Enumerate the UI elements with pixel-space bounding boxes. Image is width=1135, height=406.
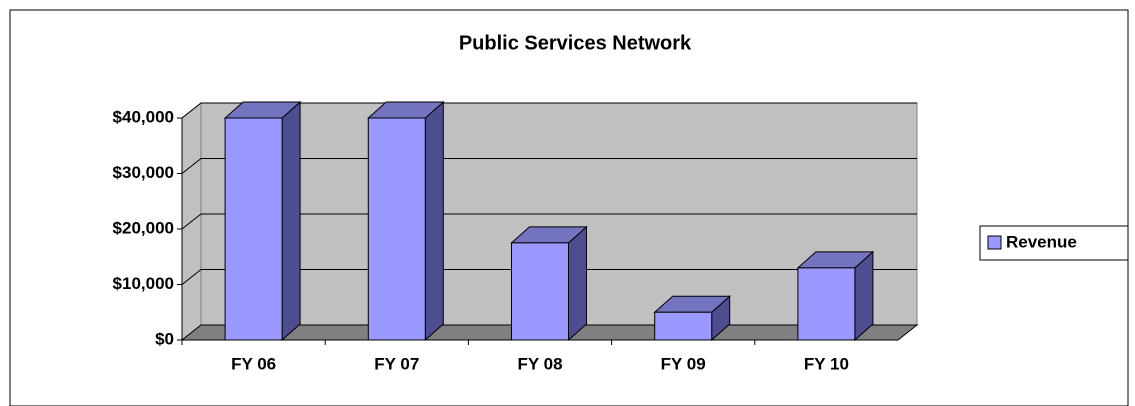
chart-title: Public Services Network <box>459 32 692 54</box>
x-tick-label: FY 09 <box>661 354 706 373</box>
x-tick-label: FY 10 <box>804 354 849 373</box>
y-tick-label: $20,000 <box>113 218 174 237</box>
bar-front <box>367 117 426 341</box>
bar <box>796 250 875 342</box>
x-tick-label: FY 07 <box>374 354 419 373</box>
legend-box <box>979 225 1129 261</box>
y-tick-label: $10,000 <box>113 274 174 293</box>
grid-line <box>181 269 917 285</box>
legend-label: Revenue <box>1006 232 1077 251</box>
bar <box>366 100 445 342</box>
legend-swatch <box>987 235 1002 250</box>
bar-front <box>654 311 713 341</box>
y-tick-label: $30,000 <box>113 163 174 182</box>
y-tick-label: $0 <box>155 329 174 348</box>
grid-line <box>181 213 917 230</box>
y-tick-label: $40,000 <box>113 107 174 126</box>
grid-line <box>181 102 917 119</box>
x-tick-label: FY 08 <box>517 354 562 373</box>
bar-front <box>224 117 283 341</box>
bar-front <box>797 267 856 341</box>
bar-side <box>568 225 587 342</box>
x-tick-label: FY 06 <box>231 354 276 373</box>
bar <box>653 295 732 342</box>
bar-side <box>281 100 301 342</box>
bar <box>223 100 302 342</box>
bar <box>510 225 588 342</box>
grid-line <box>181 158 917 174</box>
bar-front <box>511 242 569 341</box>
bar-side <box>424 100 444 342</box>
